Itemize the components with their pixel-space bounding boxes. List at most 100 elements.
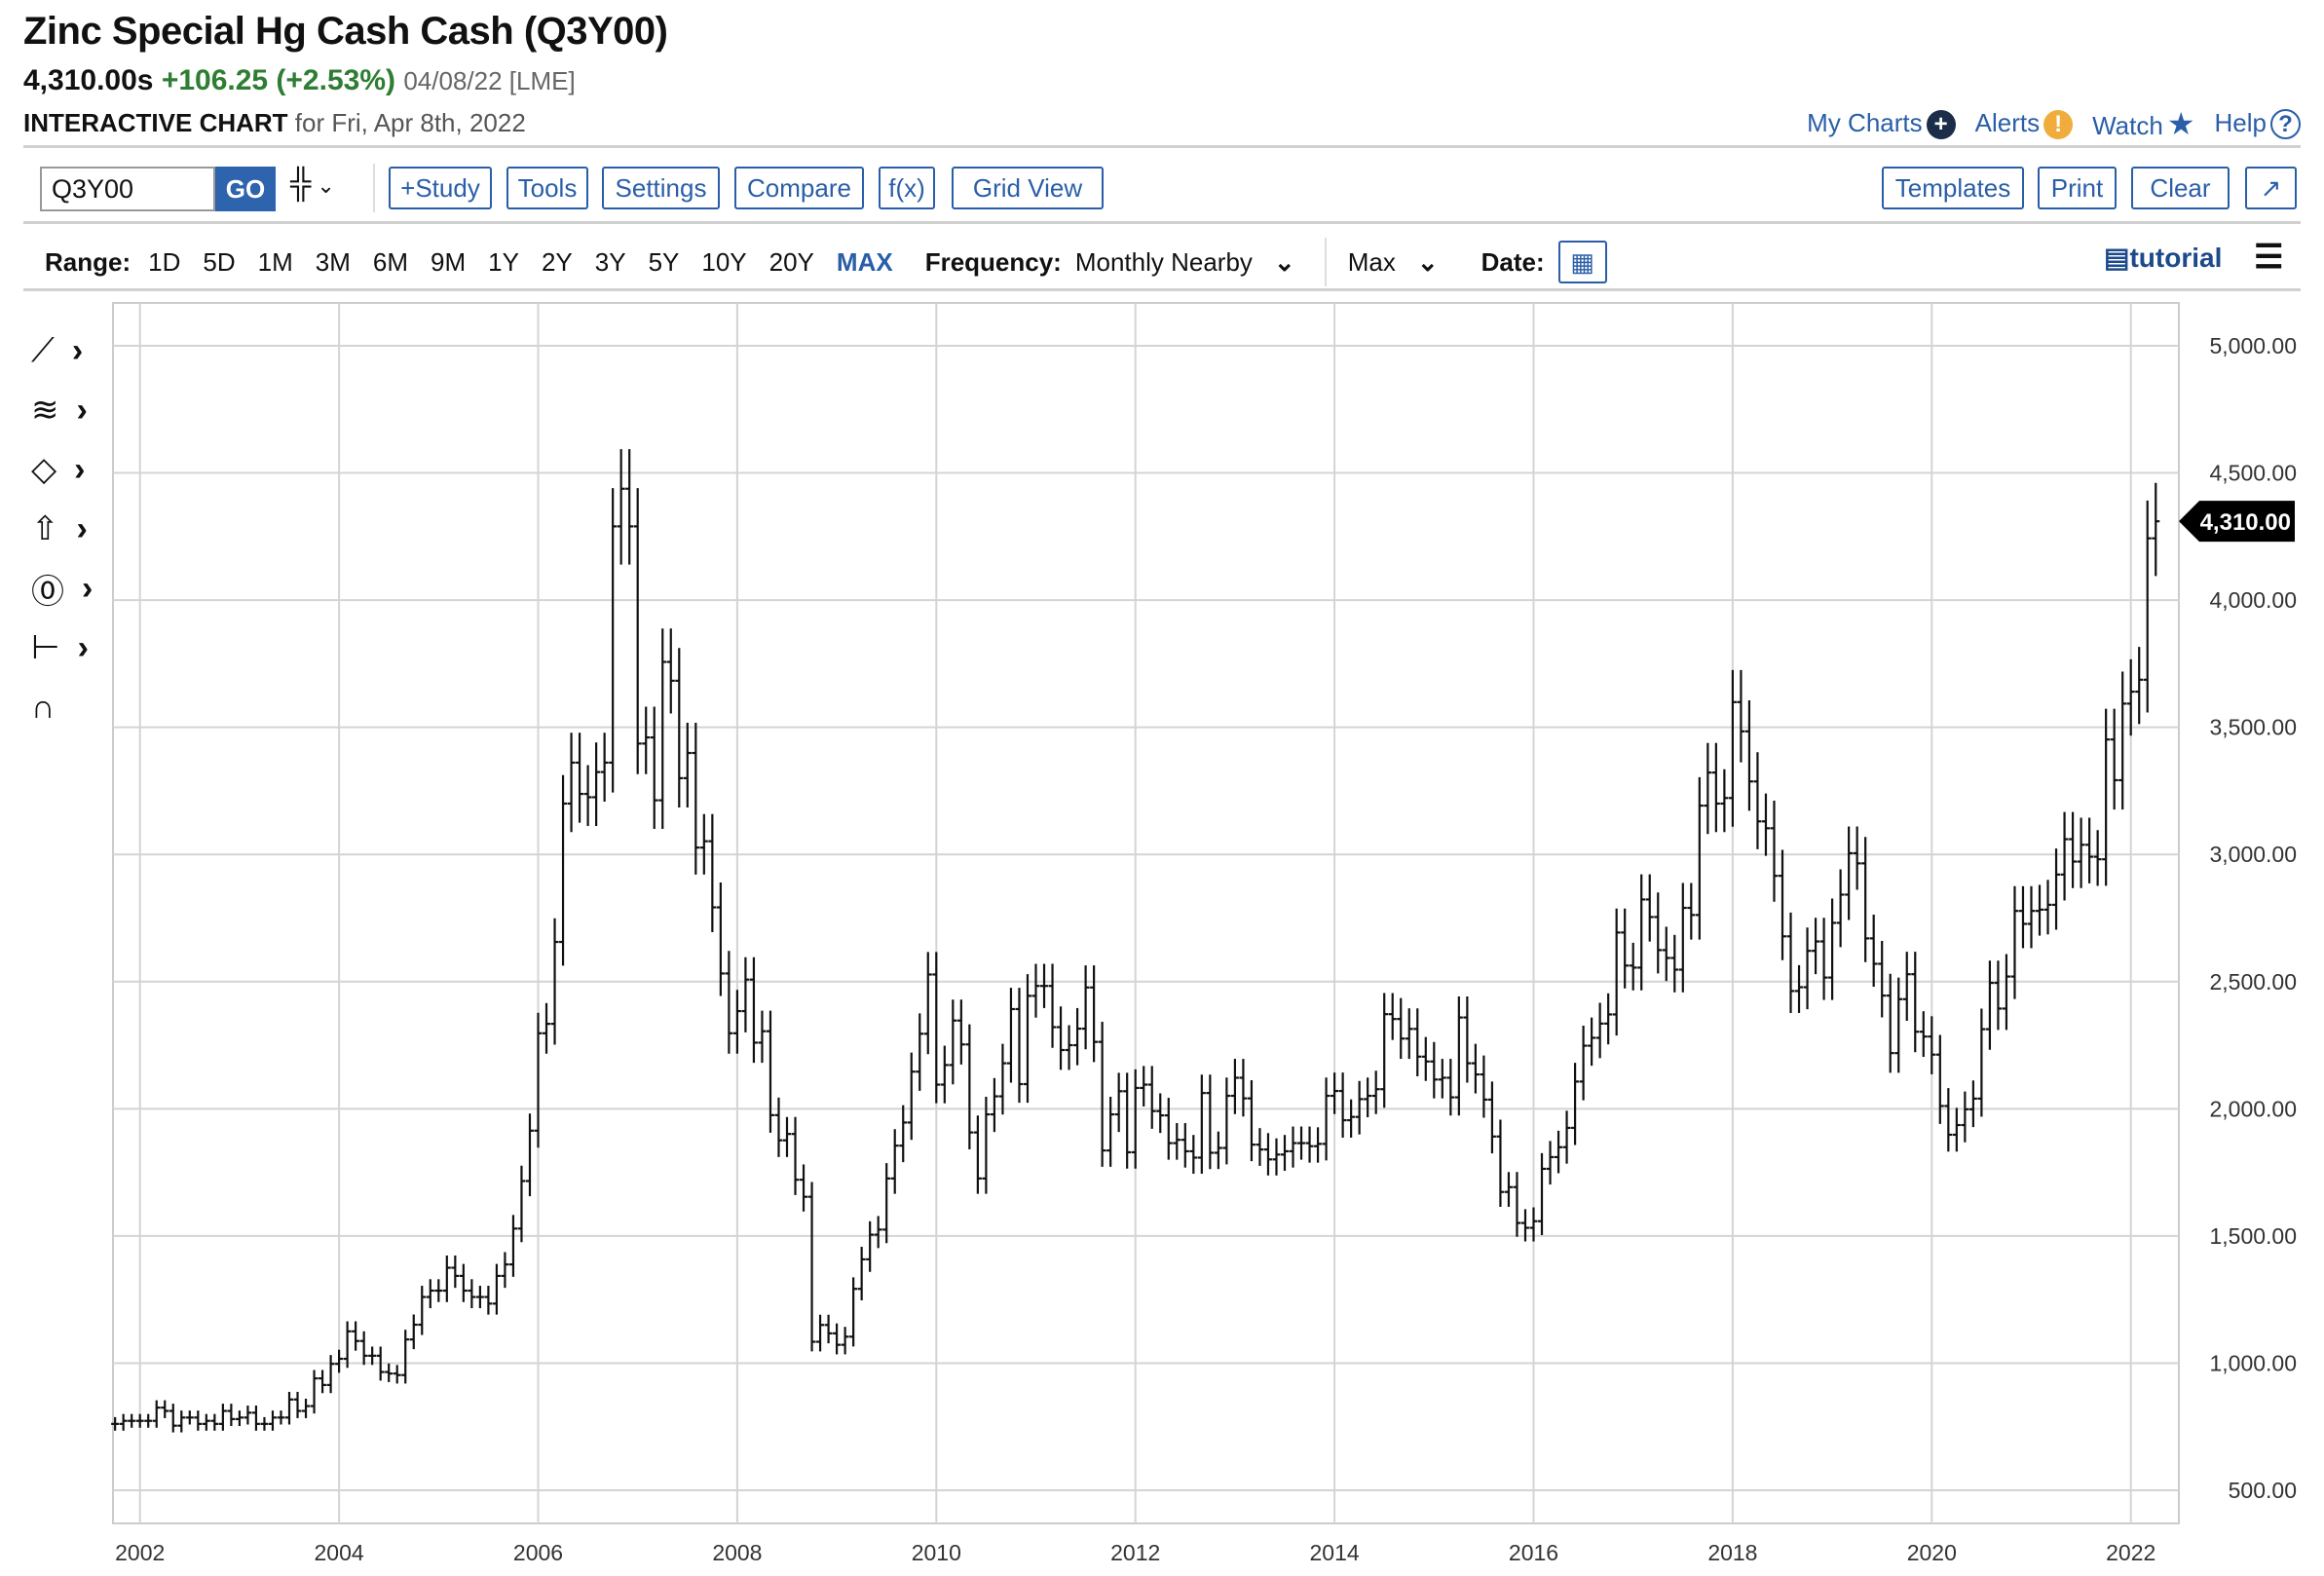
ohlc-bar — [1555, 1130, 1563, 1174]
tools-button[interactable]: Tools — [506, 167, 588, 209]
ohlc-bar — [899, 1105, 908, 1163]
text-marker-tool[interactable]: ⓪ › — [31, 567, 109, 611]
ohlc-bar — [1637, 874, 1646, 991]
range-5d[interactable]: 5D — [203, 246, 236, 277]
range-bar: Range: 1D 5D 1M 3M 6M 9M 1Y 2Y 3Y 5Y 10Y 20Y MAX Fre… — [45, 238, 1607, 286]
chevron-down-icon: ⌄ — [1416, 246, 1439, 277]
ohlc-bar — [451, 1255, 460, 1289]
price-change: +106.25 (+2.53%) — [161, 64, 395, 96]
ohlc-bar — [1878, 941, 1887, 1018]
watch-link[interactable]: Watch ★ — [2092, 106, 2195, 141]
range-3y[interactable]: 3Y — [594, 246, 626, 277]
y-tick-label: 500.00 — [2229, 1478, 2297, 1503]
y-tick-label: 3,500.00 — [2209, 715, 2297, 740]
settings-button[interactable]: Settings — [602, 167, 720, 209]
ohlc-bar — [1761, 793, 1770, 856]
ohlc-bar — [866, 1220, 875, 1272]
help-link[interactable]: Help? — [2215, 108, 2301, 140]
range-max[interactable]: MAX — [836, 246, 893, 277]
x-tick-label: 2022 — [2106, 1540, 2155, 1565]
ohlc-bar — [2027, 885, 2036, 949]
ohlc-bar — [1612, 908, 1621, 1036]
calendar-button[interactable]: ▦ — [1557, 241, 1607, 283]
menu-icon[interactable]: ☰ — [2254, 239, 2284, 276]
arrow-tool[interactable]: ⇧ › — [31, 507, 109, 550]
ohlc-bar — [1388, 993, 1397, 1040]
x-tick-label: 2002 — [115, 1540, 165, 1565]
ohlc-bar — [1206, 1074, 1215, 1170]
expand-button[interactable]: ↗ — [2245, 167, 2297, 209]
ohlc-bar — [749, 957, 758, 1064]
ohlc-bar — [1629, 942, 1637, 991]
bar-type-dropdown[interactable]: ╬ ⌄ — [290, 168, 335, 201]
grid-view-button[interactable]: Grid View — [952, 167, 1104, 209]
go-button[interactable]: GO — [215, 167, 276, 211]
trendline-icon: ⟋ — [31, 331, 55, 369]
ohlc-bar — [699, 813, 708, 875]
fx-button[interactable]: f(x) — [879, 167, 935, 209]
ohlc-bar — [1090, 965, 1099, 1063]
ohlc-bar — [302, 1398, 311, 1418]
ohlc-bar — [260, 1416, 269, 1431]
symbol-input[interactable]: Q3Y00 — [40, 167, 215, 211]
ohlc-bar — [484, 1286, 493, 1315]
ohlc-bar — [1239, 1059, 1248, 1117]
ohlc-bar — [816, 1314, 825, 1352]
ohlc-bar — [800, 1164, 808, 1212]
shape-icon: ◇ — [31, 451, 57, 488]
range-1d[interactable]: 1D — [148, 246, 181, 277]
ohlc-bar — [1048, 963, 1057, 1048]
range-1y[interactable]: 1Y — [488, 246, 519, 277]
templates-button[interactable]: Templates — [1882, 167, 2024, 209]
frequency-dropdown[interactable]: Monthly Nearby ⌄ — [1074, 246, 1295, 277]
range-2y[interactable]: 2Y — [541, 246, 573, 277]
ohlc-bar — [1645, 874, 1654, 942]
x-tick-label: 2018 — [1707, 1540, 1757, 1565]
measure-tool[interactable]: ⊢ › — [31, 626, 109, 669]
ohlc-bar — [2110, 708, 2118, 810]
range-1m[interactable]: 1M — [257, 246, 293, 277]
ohlc-bar — [1504, 1172, 1513, 1208]
ohlc-bar — [990, 1077, 998, 1133]
ohlc-bar — [1173, 1123, 1181, 1160]
study-button[interactable]: +Study — [389, 167, 492, 209]
magnet-tool[interactable]: ∩ — [31, 686, 109, 729]
ohlc-bar — [1189, 1135, 1198, 1174]
range-9m[interactable]: 9M — [431, 246, 467, 277]
tutorial-link[interactable]: ▤tutorial — [2104, 243, 2223, 273]
chevron-right-icon: › — [77, 628, 89, 666]
ohlc-bar — [285, 1391, 293, 1425]
range-6m[interactable]: 6M — [372, 246, 408, 277]
divider — [23, 145, 2301, 148]
trendline-tool[interactable]: ⟋ › — [31, 329, 109, 372]
clear-button[interactable]: Clear — [2131, 167, 2230, 209]
ohlc-bar — [1961, 1091, 1969, 1143]
ohlc-bar — [326, 1355, 335, 1394]
my-charts-link[interactable]: My Charts + — [1807, 108, 1956, 140]
ohlc-bar — [434, 1279, 443, 1302]
ohlc-bar — [973, 1115, 982, 1194]
ohlc-bar — [658, 628, 667, 829]
range-3m[interactable]: 3M — [315, 246, 351, 277]
print-button[interactable]: Print — [2038, 167, 2117, 209]
ohlc-bar — [1546, 1141, 1555, 1185]
range-10y[interactable]: 10Y — [701, 246, 747, 277]
ohlc-bar — [1098, 1021, 1106, 1167]
fibonacci-tool[interactable]: ≋ › — [31, 389, 109, 432]
ohlc-bar — [1463, 996, 1472, 1083]
shape-tool[interactable]: ◇ › — [31, 448, 109, 491]
ohlc-bar — [932, 952, 941, 1104]
ohlc-bar — [1994, 960, 2003, 1031]
range-5y[interactable]: 5Y — [648, 246, 680, 277]
ohlc-bar — [1695, 776, 1704, 940]
ohlc-bar — [393, 1365, 401, 1384]
compare-button[interactable]: Compare — [734, 167, 864, 209]
period-dropdown[interactable]: Max ⌄ — [1347, 246, 1439, 277]
ohlc-bar — [385, 1363, 394, 1382]
ohlc-bar — [708, 813, 717, 933]
exclamation-circle-icon: ! — [2043, 110, 2074, 140]
ohlc-bar — [1081, 965, 1090, 1050]
range-20y[interactable]: 20Y — [768, 246, 814, 277]
alerts-link[interactable]: Alerts! — [1975, 108, 2074, 140]
